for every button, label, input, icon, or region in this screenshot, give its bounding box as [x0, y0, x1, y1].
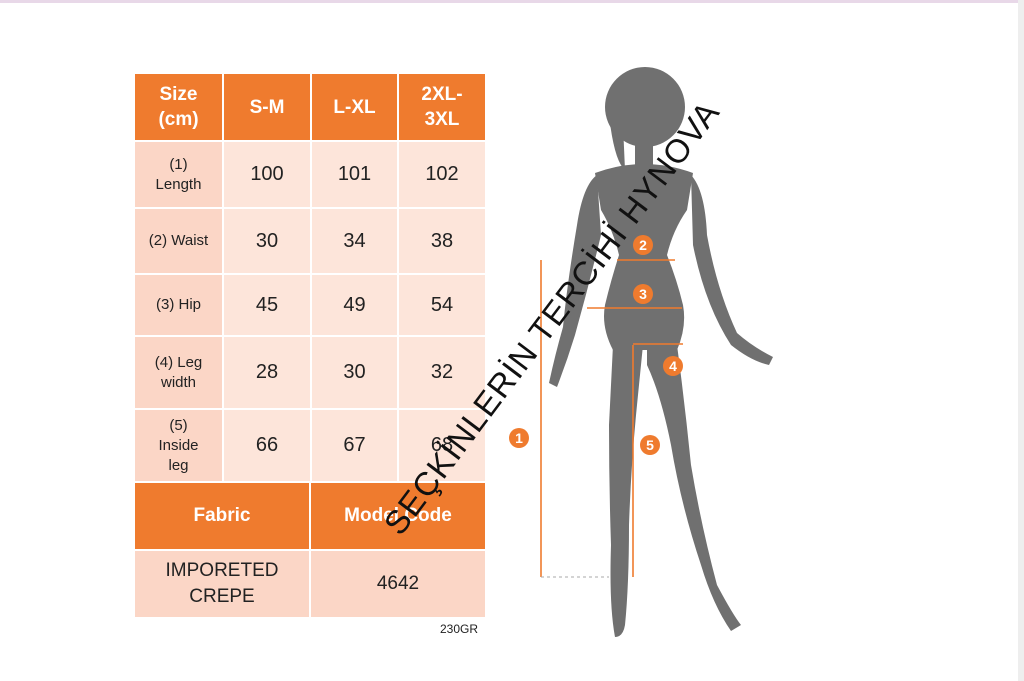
measurement-value: 49 [310, 273, 399, 337]
fabric-header: Fabric [133, 481, 311, 551]
fabric-header-row: Fabric Model Code [133, 481, 487, 551]
measurement-label: (5) Inside leg [133, 408, 224, 483]
top-border [0, 0, 1024, 3]
table-row: (2) Waist 30 34 38 [133, 207, 487, 275]
table-row: (5) Inside leg 66 67 68 [133, 408, 487, 483]
marker-5: 5 [646, 437, 654, 453]
measurement-label: (1) Length [133, 140, 224, 209]
measurement-value: 34 [310, 207, 399, 275]
measurement-value: 32 [397, 335, 487, 410]
table-row: (1) Length 100 101 102 [133, 140, 487, 209]
measurement-value: 30 [310, 335, 399, 410]
table-row: (4) Leg width 28 30 32 [133, 335, 487, 410]
right-border [1018, 0, 1024, 681]
measurement-label: (2) Waist [133, 207, 224, 275]
silhouette-shape [549, 67, 773, 637]
body-silhouette: 1 2 3 4 5 [509, 67, 773, 637]
size-header-row: Size (cm) S-M L-XL 2XL- 3XL [133, 72, 487, 142]
size-header-cell: Size (cm) [133, 72, 224, 142]
marker-1: 1 [515, 430, 523, 446]
fabric-table: Fabric Model Code IMPORETED CREPE 4642 [133, 481, 487, 619]
marker-circles [509, 235, 683, 455]
fabric-value: IMPORETED CREPE [133, 549, 311, 619]
measurement-value: 68 [397, 408, 487, 483]
measurement-value: 54 [397, 273, 487, 337]
marker-2: 2 [639, 237, 647, 253]
marker-3: 3 [639, 286, 647, 302]
size-header-cell: 2XL- 3XL [397, 72, 487, 142]
measurement-label: (3) Hip [133, 273, 224, 337]
measurement-value: 67 [310, 408, 399, 483]
fabric-value-row: IMPORETED CREPE 4642 [133, 549, 487, 619]
size-chart-table: Size (cm) S-M L-XL 2XL- 3XL (1) Length 1… [133, 72, 487, 483]
size-header-cell: L-XL [310, 72, 399, 142]
measurement-value: 28 [222, 335, 312, 410]
measurement-value: 30 [222, 207, 312, 275]
size-header-cell: S-M [222, 72, 312, 142]
model-code-header: Model Code [309, 481, 487, 551]
fabric-weight: 230GR [440, 622, 479, 636]
marker-labels: 1 2 3 4 5 [515, 237, 677, 453]
measurement-value: 45 [222, 273, 312, 337]
measurement-value: 100 [222, 140, 312, 209]
model-code-value: 4642 [309, 549, 487, 619]
measurement-value: 101 [310, 140, 399, 209]
marker-4: 4 [669, 358, 677, 374]
measurement-value: 38 [397, 207, 487, 275]
measure-lines [540, 259, 683, 577]
measurement-value: 66 [222, 408, 312, 483]
table-row: (3) Hip 45 49 54 [133, 273, 487, 337]
measurement-value: 102 [397, 140, 487, 209]
measurement-label: (4) Leg width [133, 335, 224, 410]
